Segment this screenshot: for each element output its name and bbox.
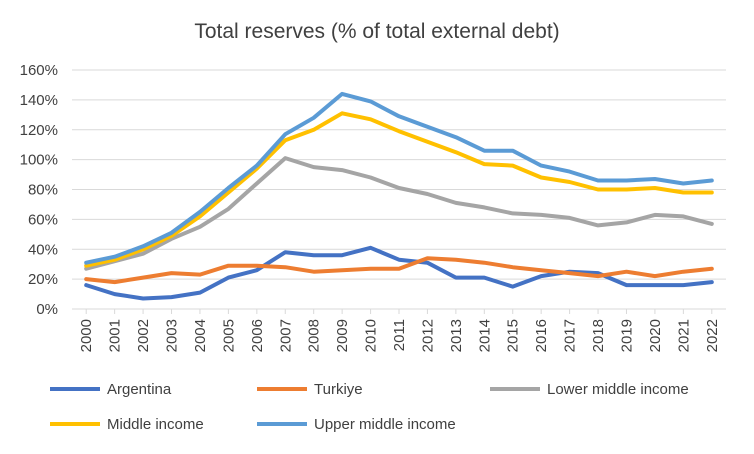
y-tick-label: 40% xyxy=(28,241,58,258)
x-tick-label: 2008 xyxy=(306,319,323,352)
x-tick-label: 2016 xyxy=(533,319,550,352)
y-tick-label: 0% xyxy=(36,301,58,318)
legend-label: Turkiye xyxy=(314,381,363,398)
x-tick-label: 2022 xyxy=(704,319,721,352)
legend-item: Lower middle income xyxy=(490,381,689,398)
y-tick-label: 160% xyxy=(20,62,58,79)
legend-item: Argentina xyxy=(50,381,172,398)
x-tick-label: 2011 xyxy=(391,319,408,351)
x-tick-label: 2010 xyxy=(363,319,380,352)
x-tick-label: 2017 xyxy=(562,319,579,352)
x-tick-label: 2005 xyxy=(220,319,237,352)
x-tick-label: 2018 xyxy=(590,319,607,352)
legend-label: Upper middle income xyxy=(314,416,456,433)
x-tick-label: 2013 xyxy=(448,319,465,352)
series-line-lower-middle-income xyxy=(84,156,714,271)
legend-label: Lower middle income xyxy=(547,381,689,398)
x-tick-label: 2007 xyxy=(277,319,294,352)
series-lines xyxy=(84,91,714,301)
x-tick-label: 2015 xyxy=(505,319,522,352)
x-axis-ticks: 2000 2001 2002 2003 2004 2005 2006 2007 2008 2009… xyxy=(78,309,721,352)
legend-item: Middle income xyxy=(50,416,204,433)
chart-title: Total reserves (% of total external debt… xyxy=(194,20,559,43)
legend-label: Middle income xyxy=(107,416,204,433)
series-line-argentina xyxy=(84,245,714,301)
y-tick-label: 140% xyxy=(20,92,58,109)
x-tick-label: 2002 xyxy=(135,319,152,352)
y-tick-label: 80% xyxy=(28,182,58,199)
x-tick-label: 2020 xyxy=(647,319,664,352)
x-tick-label: 2001 xyxy=(107,319,124,352)
x-tick-label: 2014 xyxy=(476,319,493,352)
x-tick-label: 2006 xyxy=(249,319,266,352)
y-tick-label: 120% xyxy=(20,122,58,139)
x-tick-label: 2000 xyxy=(78,319,95,352)
legend-item: Upper middle income xyxy=(257,416,456,433)
x-tick-label: 2012 xyxy=(419,319,436,352)
y-tick-label: 20% xyxy=(28,271,58,288)
series-line-middle-income xyxy=(84,111,714,268)
x-tick-label: 2019 xyxy=(618,319,635,352)
x-tick-label: 2003 xyxy=(164,319,181,352)
series-line-turkiye xyxy=(84,256,714,285)
y-tick-label: 60% xyxy=(28,211,58,228)
x-tick-label: 2009 xyxy=(334,319,351,352)
x-tick-label: 2004 xyxy=(192,319,209,352)
x-tick-label: 2021 xyxy=(675,319,692,352)
y-axis-ticks: 0% 20% 40% 60% 80% 100% 120% 140% 160% xyxy=(20,62,58,318)
legend-label: Argentina xyxy=(107,381,172,398)
legend: Argentina Turkiye Lower middle income Middl… xyxy=(50,381,689,433)
y-tick-label: 100% xyxy=(20,152,58,169)
legend-item: Turkiye xyxy=(257,381,363,398)
series-line-upper-middle-income xyxy=(84,91,714,265)
